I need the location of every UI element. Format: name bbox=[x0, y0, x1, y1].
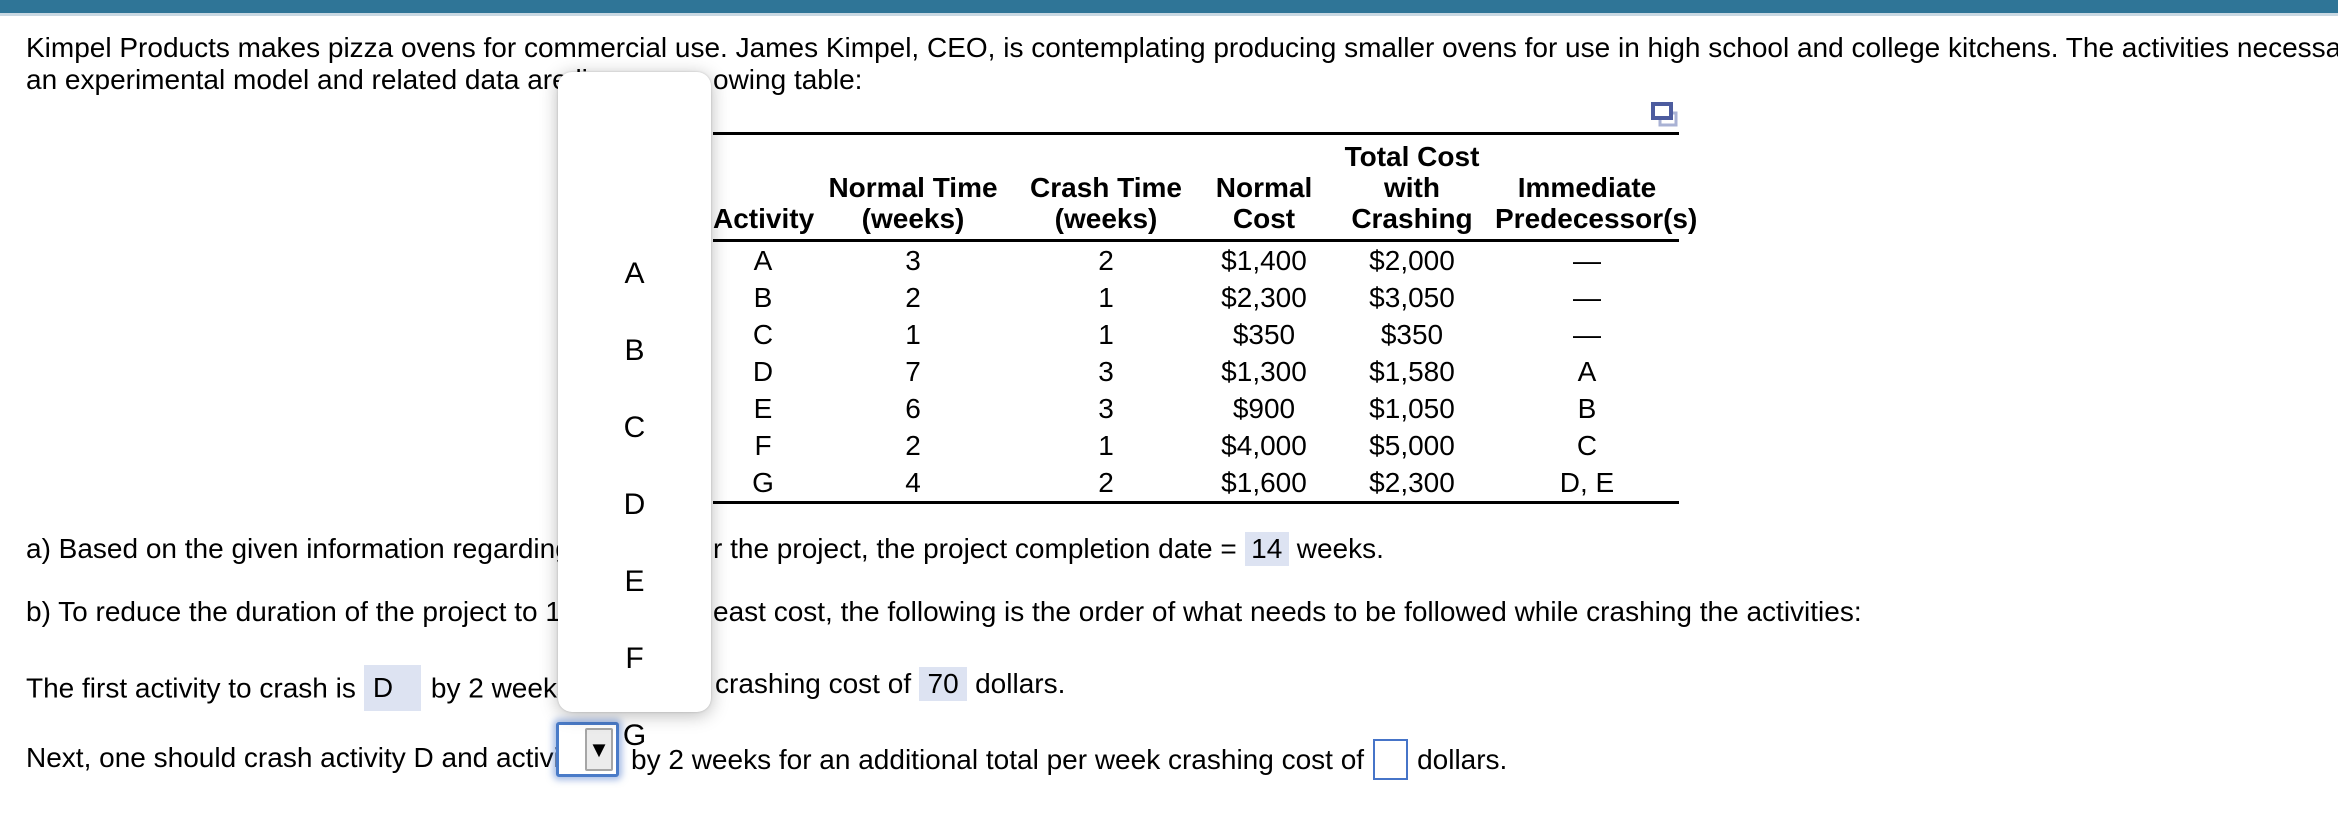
cell: A bbox=[753, 245, 773, 276]
cell: 3 bbox=[1098, 356, 1114, 387]
table-header-row: Activity Normal Time (weeks) Crash Time … bbox=[713, 133, 1697, 242]
part-b-text-left: b) To reduce the duration of the project… bbox=[26, 596, 605, 627]
copy-table-icon[interactable] bbox=[1651, 102, 1679, 130]
activity-dropdown-list[interactable]: A B C D E F G bbox=[558, 72, 711, 752]
cell: $1,050 bbox=[1369, 393, 1455, 424]
cell: $350 bbox=[1232, 319, 1296, 350]
cell: $2,300 bbox=[1221, 282, 1307, 313]
top-accent-underline bbox=[0, 13, 2338, 16]
top-accent-bar bbox=[0, 0, 2338, 13]
select-dropdown-button[interactable]: ▼ bbox=[585, 728, 613, 771]
cell: $2,000 bbox=[1369, 245, 1455, 276]
part-a-prompt: r the project, the project completion da… bbox=[713, 533, 1237, 564]
cell: 3 bbox=[1098, 393, 1114, 424]
cell: 2 bbox=[905, 430, 921, 461]
completion-date-answer[interactable]: 14 bbox=[1244, 531, 1289, 566]
cell: 4 bbox=[905, 467, 921, 498]
part-d-text-right: by 2 weeks for an additional total per w… bbox=[631, 739, 1508, 782]
cell: E bbox=[753, 393, 773, 424]
cell: $1,600 bbox=[1221, 467, 1307, 498]
col-header-immediate-predecessors: Immediate Predecessor(s) bbox=[1495, 133, 1697, 242]
part-d-text-left: Next, one should crash activity D and ac… bbox=[26, 742, 582, 773]
col-header-crash-time: Crash Time (weeks) bbox=[1013, 133, 1199, 242]
intro-line-2-right: owing table: bbox=[713, 64, 863, 95]
table-row: C 1 1 $350 $350 — bbox=[713, 316, 1679, 353]
col-header-activity: Activity bbox=[713, 133, 814, 242]
cell: G bbox=[752, 467, 774, 498]
cell: 3 bbox=[905, 245, 921, 276]
cell: 1 bbox=[905, 319, 921, 350]
cell: B bbox=[1577, 393, 1597, 424]
part-a-text-right: r the project, the project completion da… bbox=[713, 531, 1384, 568]
part-c-cost-prompt: crashing cost of bbox=[715, 668, 912, 699]
dropdown-option-a[interactable]: A bbox=[624, 257, 645, 290]
cell: A bbox=[1577, 356, 1597, 387]
part-c-prompt: The first activity to crash is bbox=[26, 672, 356, 704]
cell: C bbox=[752, 319, 774, 350]
part-b-text-right: east cost, the following is the order of… bbox=[713, 596, 1862, 627]
cell: D bbox=[752, 356, 774, 387]
table-row: A 3 2 $1,400 $2,000 — bbox=[713, 241, 1679, 280]
cell: 1 bbox=[1098, 430, 1114, 461]
dropdown-option-b[interactable]: B bbox=[624, 334, 645, 367]
cell: 2 bbox=[905, 282, 921, 313]
cell: — bbox=[1573, 319, 1601, 350]
cell: 1 bbox=[1098, 319, 1114, 350]
cell: D, E bbox=[1559, 467, 1615, 498]
cell: C bbox=[1576, 430, 1598, 461]
table-row: E 6 3 $900 $1,050 B bbox=[713, 390, 1679, 427]
cell: $900 bbox=[1232, 393, 1296, 424]
cell: — bbox=[1573, 245, 1601, 276]
cell: $1,400 bbox=[1221, 245, 1307, 276]
cell: $4,000 bbox=[1221, 430, 1307, 461]
dropdown-option-f[interactable]: F bbox=[625, 642, 644, 675]
first-crash-activity-answer[interactable]: D bbox=[363, 665, 421, 711]
table-row: D 7 3 $1,300 $1,580 A bbox=[713, 353, 1679, 390]
part-c-suffix: dollars. bbox=[975, 668, 1066, 699]
table-row: F 2 1 $4,000 $5,000 C bbox=[713, 427, 1679, 464]
cell: $1,580 bbox=[1369, 356, 1455, 387]
cell: B bbox=[753, 282, 773, 313]
cell: F bbox=[754, 430, 772, 461]
activity-table: Activity Normal Time (weeks) Crash Time … bbox=[713, 132, 1697, 504]
crash-cost-answer[interactable]: 70 bbox=[919, 666, 968, 701]
dropdown-option-g[interactable]: G bbox=[622, 719, 647, 752]
chevron-down-icon: ▼ bbox=[588, 736, 610, 762]
cell: 2 bbox=[1098, 467, 1114, 498]
cell: $1,300 bbox=[1221, 356, 1307, 387]
intro-line-2-left: an experimental model and related data a… bbox=[26, 64, 602, 95]
intro-line-1: Kimpel Products makes pizza ovens for co… bbox=[26, 32, 2338, 63]
dropdown-option-d[interactable]: D bbox=[623, 488, 646, 521]
cell: $2,300 bbox=[1369, 467, 1455, 498]
cell: 7 bbox=[905, 356, 921, 387]
copy-icon bbox=[1651, 102, 1678, 127]
additional-cost-input[interactable] bbox=[1373, 739, 1409, 780]
table-row: B 2 1 $2,300 $3,050 — bbox=[713, 279, 1679, 316]
cell: 1 bbox=[1098, 282, 1114, 313]
part-a-suffix: weeks. bbox=[1296, 533, 1384, 564]
cell: $3,050 bbox=[1369, 282, 1455, 313]
part-a-text-left: a) Based on the given information regard… bbox=[26, 533, 602, 564]
table-row: G 4 2 $1,600 $2,300 D, E bbox=[713, 464, 1679, 503]
col-header-normal-cost: Normal Cost bbox=[1199, 133, 1329, 242]
part-d-mid: by 2 weeks for an additional total per w… bbox=[631, 743, 1365, 775]
col-header-normal-time: Normal Time (weeks) bbox=[813, 133, 1013, 242]
col-header-total-cost-crashing: Total Cost with Crashing bbox=[1329, 133, 1495, 242]
dropdown-option-c[interactable]: C bbox=[623, 411, 646, 444]
next-crash-activity-select[interactable]: ▼ bbox=[556, 722, 619, 777]
part-c-text-right: crashing cost of 70 dollars. bbox=[715, 666, 1066, 703]
cell: — bbox=[1573, 282, 1601, 313]
cell: $350 bbox=[1380, 319, 1444, 350]
cell: $5,000 bbox=[1369, 430, 1455, 461]
dropdown-option-e[interactable]: E bbox=[624, 565, 645, 598]
cell: 6 bbox=[905, 393, 921, 424]
part-d-suffix: dollars. bbox=[1417, 743, 1508, 775]
cell: 2 bbox=[1098, 245, 1114, 276]
